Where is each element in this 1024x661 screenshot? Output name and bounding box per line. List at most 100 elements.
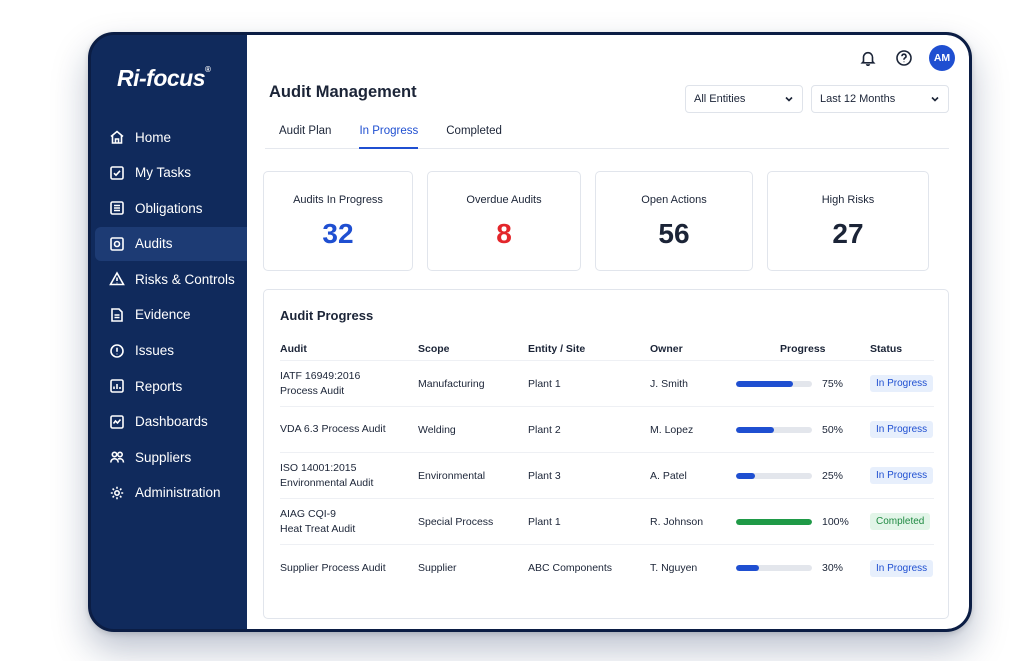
stat-label: Overdue Audits [466,194,542,206]
folder-icon [109,307,125,323]
scope-cell: Environmental [418,469,486,482]
owner-cell: T. Nguyen [650,562,698,574]
main-content: AM Audit Management All Entities Last 12… [247,35,969,629]
sidebar-item-evidence[interactable]: Evidence [91,298,247,332]
progress-bar [736,472,812,479]
scope-cell: Supplier [418,562,457,574]
progress-bar [736,426,812,433]
sidebar: Ri-focus® Home My Tasks Obligations Audi… [91,35,247,629]
sidebar-item-label: Home [135,129,172,145]
status-cell: Completed [870,513,940,530]
tab-audit-plan[interactable]: Audit Plan [279,125,332,137]
column-header-progress[interactable]: Progress [780,342,826,355]
chevron-down-icon [930,94,940,104]
warning-icon [109,271,125,287]
audit-name: Supplier Process Audit [280,561,418,576]
audit-name-line: IATF 16949:2016 [280,369,361,382]
sidebar-item-home[interactable]: Home [91,120,247,154]
scope-cell: Special Process [418,515,494,528]
entities-select[interactable]: All Entities [685,85,803,113]
sidebar-item-label: Obligations [135,200,203,216]
scope-cell: Welding [418,423,456,436]
progress-value: 100% [822,515,849,528]
logo-registered-mark: ® [205,65,211,74]
progress-bar-fill [736,380,793,387]
progress-bar [736,565,812,571]
sidebar-item-risks-controls[interactable]: Risks & Controls [91,262,247,296]
bell-icon[interactable] [857,47,879,69]
progress-bar-fill [736,518,812,525]
stat-value: 56 [658,218,690,249]
column-header-entity-site[interactable]: Entity / Site [528,342,586,355]
scope-cell: Manufacturing [418,377,485,390]
progress-value: 50% [822,423,844,436]
sidebar-item-dashboards[interactable]: Dashboards [91,405,247,439]
sidebar-item-label: My Tasks [135,165,192,181]
stat-value: 32 [322,218,354,249]
table-row[interactable]: AIAG CQI-9 Heat Treat Audit Special Proc… [280,499,934,545]
logo-text: Ri-focus [117,65,206,91]
stat-card-overdue-audits[interactable]: Overdue Audits 8 [427,171,581,271]
sidebar-item-administration[interactable]: Administration [91,476,247,510]
column-header-owner[interactable]: Owner [650,342,683,355]
entity-cell: Plant 3 [528,469,561,482]
sidebar-item-my-tasks[interactable]: My Tasks [91,156,247,190]
audit-name-line: Process Audit [280,384,345,397]
entity-cell: Plant 2 [528,423,561,436]
stat-card-high-risks[interactable]: High Risks 27 [767,171,929,271]
audit-name-line: VDA 6.3 Process Audit [280,423,386,435]
audit-name-line: Supplier Process Audit [280,561,386,574]
table-row[interactable]: ISO 14001:2015 Environmental Audit Envir… [280,453,934,499]
status-badge: In Progress [870,375,934,392]
avatar[interactable]: AM [929,45,955,71]
table-row[interactable]: VDA 6.3 Process Audit Welding Plant 2 M.… [280,407,934,453]
sidebar-item-audits[interactable]: Audits [95,226,247,261]
sidebar-item-label: Administration [135,485,221,501]
sidebar-item-label: Suppliers [135,449,192,465]
tab-completed[interactable]: Completed [446,125,502,137]
progress-cell: 75% [736,378,870,390]
owner-cell: J. Smith [650,377,688,390]
audit-name-line: AIAG CQI-9 [280,507,337,520]
app-window: Ri-focus® Home My Tasks Obligations Audi… [88,32,972,632]
audit-progress-panel: Audit Progress Audit Scope Entity / Site… [263,289,949,619]
sidebar-item-label: Audits [135,236,173,252]
list-icon [109,200,125,216]
period-select[interactable]: Last 12 Months [811,85,949,113]
dashboard-icon [109,414,125,430]
status-cell: In Progress [870,559,940,577]
column-header-status[interactable]: Status [870,342,903,355]
app-logo[interactable]: Ri-focus® [91,65,247,92]
progress-bar [736,380,812,387]
entity-cell: Plant 1 [528,515,561,528]
sidebar-item-issues[interactable]: Issues [91,334,247,368]
tab-bar: Audit Plan In Progress Completed [265,117,949,149]
stat-value: 27 [832,218,864,249]
audit-name-line: ISO 14001:2015 [280,461,357,474]
table-row[interactable]: Supplier Process Audit Supplier ABC Comp… [280,545,934,591]
topbar-actions: AM [857,45,955,71]
chevron-down-icon [784,94,794,104]
column-header-audit[interactable]: Audit [280,342,307,355]
report-icon [109,378,125,394]
sidebar-item-suppliers[interactable]: Suppliers [91,440,247,474]
progress-value: 30% [822,562,844,574]
tab-in-progress[interactable]: In Progress [359,117,419,149]
progress-cell: 100% [736,516,870,528]
stat-card-open-actions[interactable]: Open Actions 56 [595,171,753,271]
progress-bar [736,518,812,525]
audit-name-line: Heat Treat Audit [280,522,356,535]
filters: All Entities Last 12 Months [685,85,949,113]
stat-label: High Risks [821,194,875,206]
table-row[interactable]: IATF 16949:2016 Process Audit Manufactur… [280,361,934,407]
sidebar-item-label: Risks & Controls [135,271,235,287]
help-icon[interactable] [893,47,915,69]
stat-card-audits-in-progress[interactable]: Audits In Progress 32 [263,171,413,271]
sidebar-item-reports[interactable]: Reports [91,369,247,403]
home-icon [109,129,125,145]
column-header-scope[interactable]: Scope [418,342,450,355]
stat-label: Audits In Progress [293,194,383,206]
progress-cell: 50% [736,424,870,436]
progress-cell: 30% [736,562,870,574]
sidebar-item-obligations[interactable]: Obligations [91,191,247,225]
